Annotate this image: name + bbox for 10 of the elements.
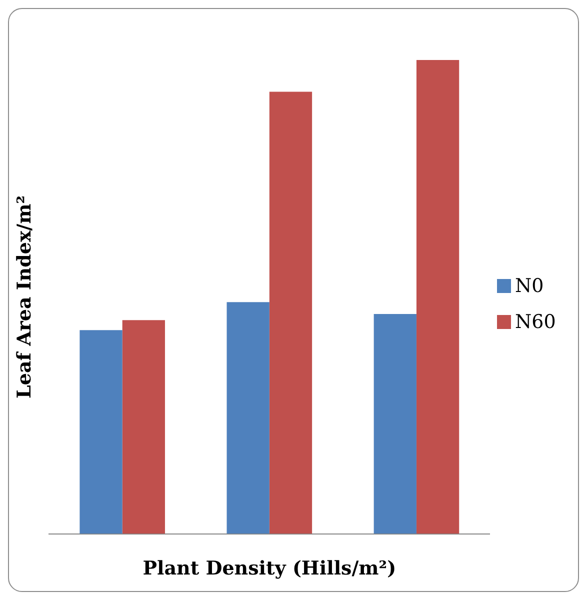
bar [269,92,312,534]
bar [374,314,416,534]
legend-label: N0 [515,275,544,297]
bar [226,302,270,534]
x-axis-title: Plant Density (Hills/m²) [142,558,396,580]
bar [416,60,460,534]
y-axis-title: Leaf Area Index/m² [13,195,36,398]
legend-label: N60 [515,311,556,333]
bar [80,330,122,534]
bar [122,320,165,534]
